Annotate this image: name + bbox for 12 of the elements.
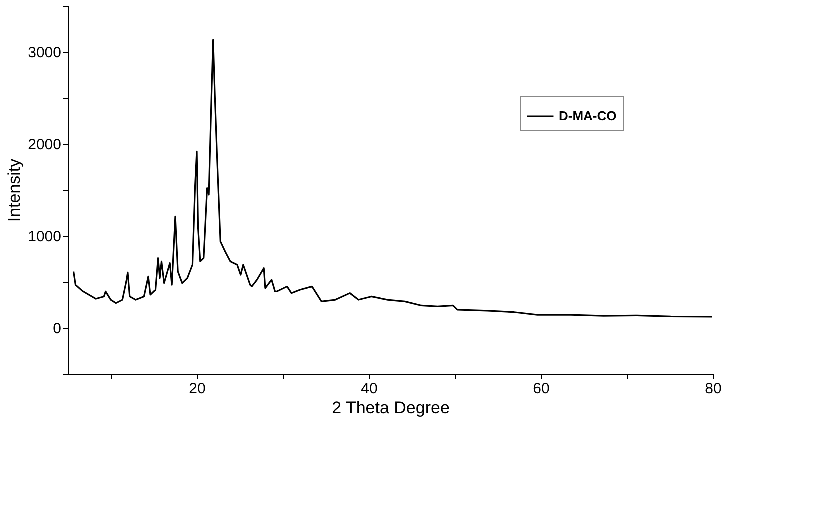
y-axis-title: Intensity <box>5 158 24 222</box>
x-tick-label: 80 <box>705 380 722 398</box>
x-axis-title: 2 Theta Degree <box>332 398 450 418</box>
y-tick-label: 2000 <box>28 136 62 154</box>
y-tick-label: 3000 <box>28 44 62 62</box>
y-tick-label: 0 <box>53 320 62 338</box>
line-series <box>72 39 713 318</box>
y-tick-label: 1000 <box>28 228 62 246</box>
x-tick-label: 40 <box>361 380 378 398</box>
x-tick-label: 60 <box>533 380 550 398</box>
legend-label: D-MA-CO <box>559 108 617 124</box>
x-tick-label: 20 <box>189 380 206 398</box>
